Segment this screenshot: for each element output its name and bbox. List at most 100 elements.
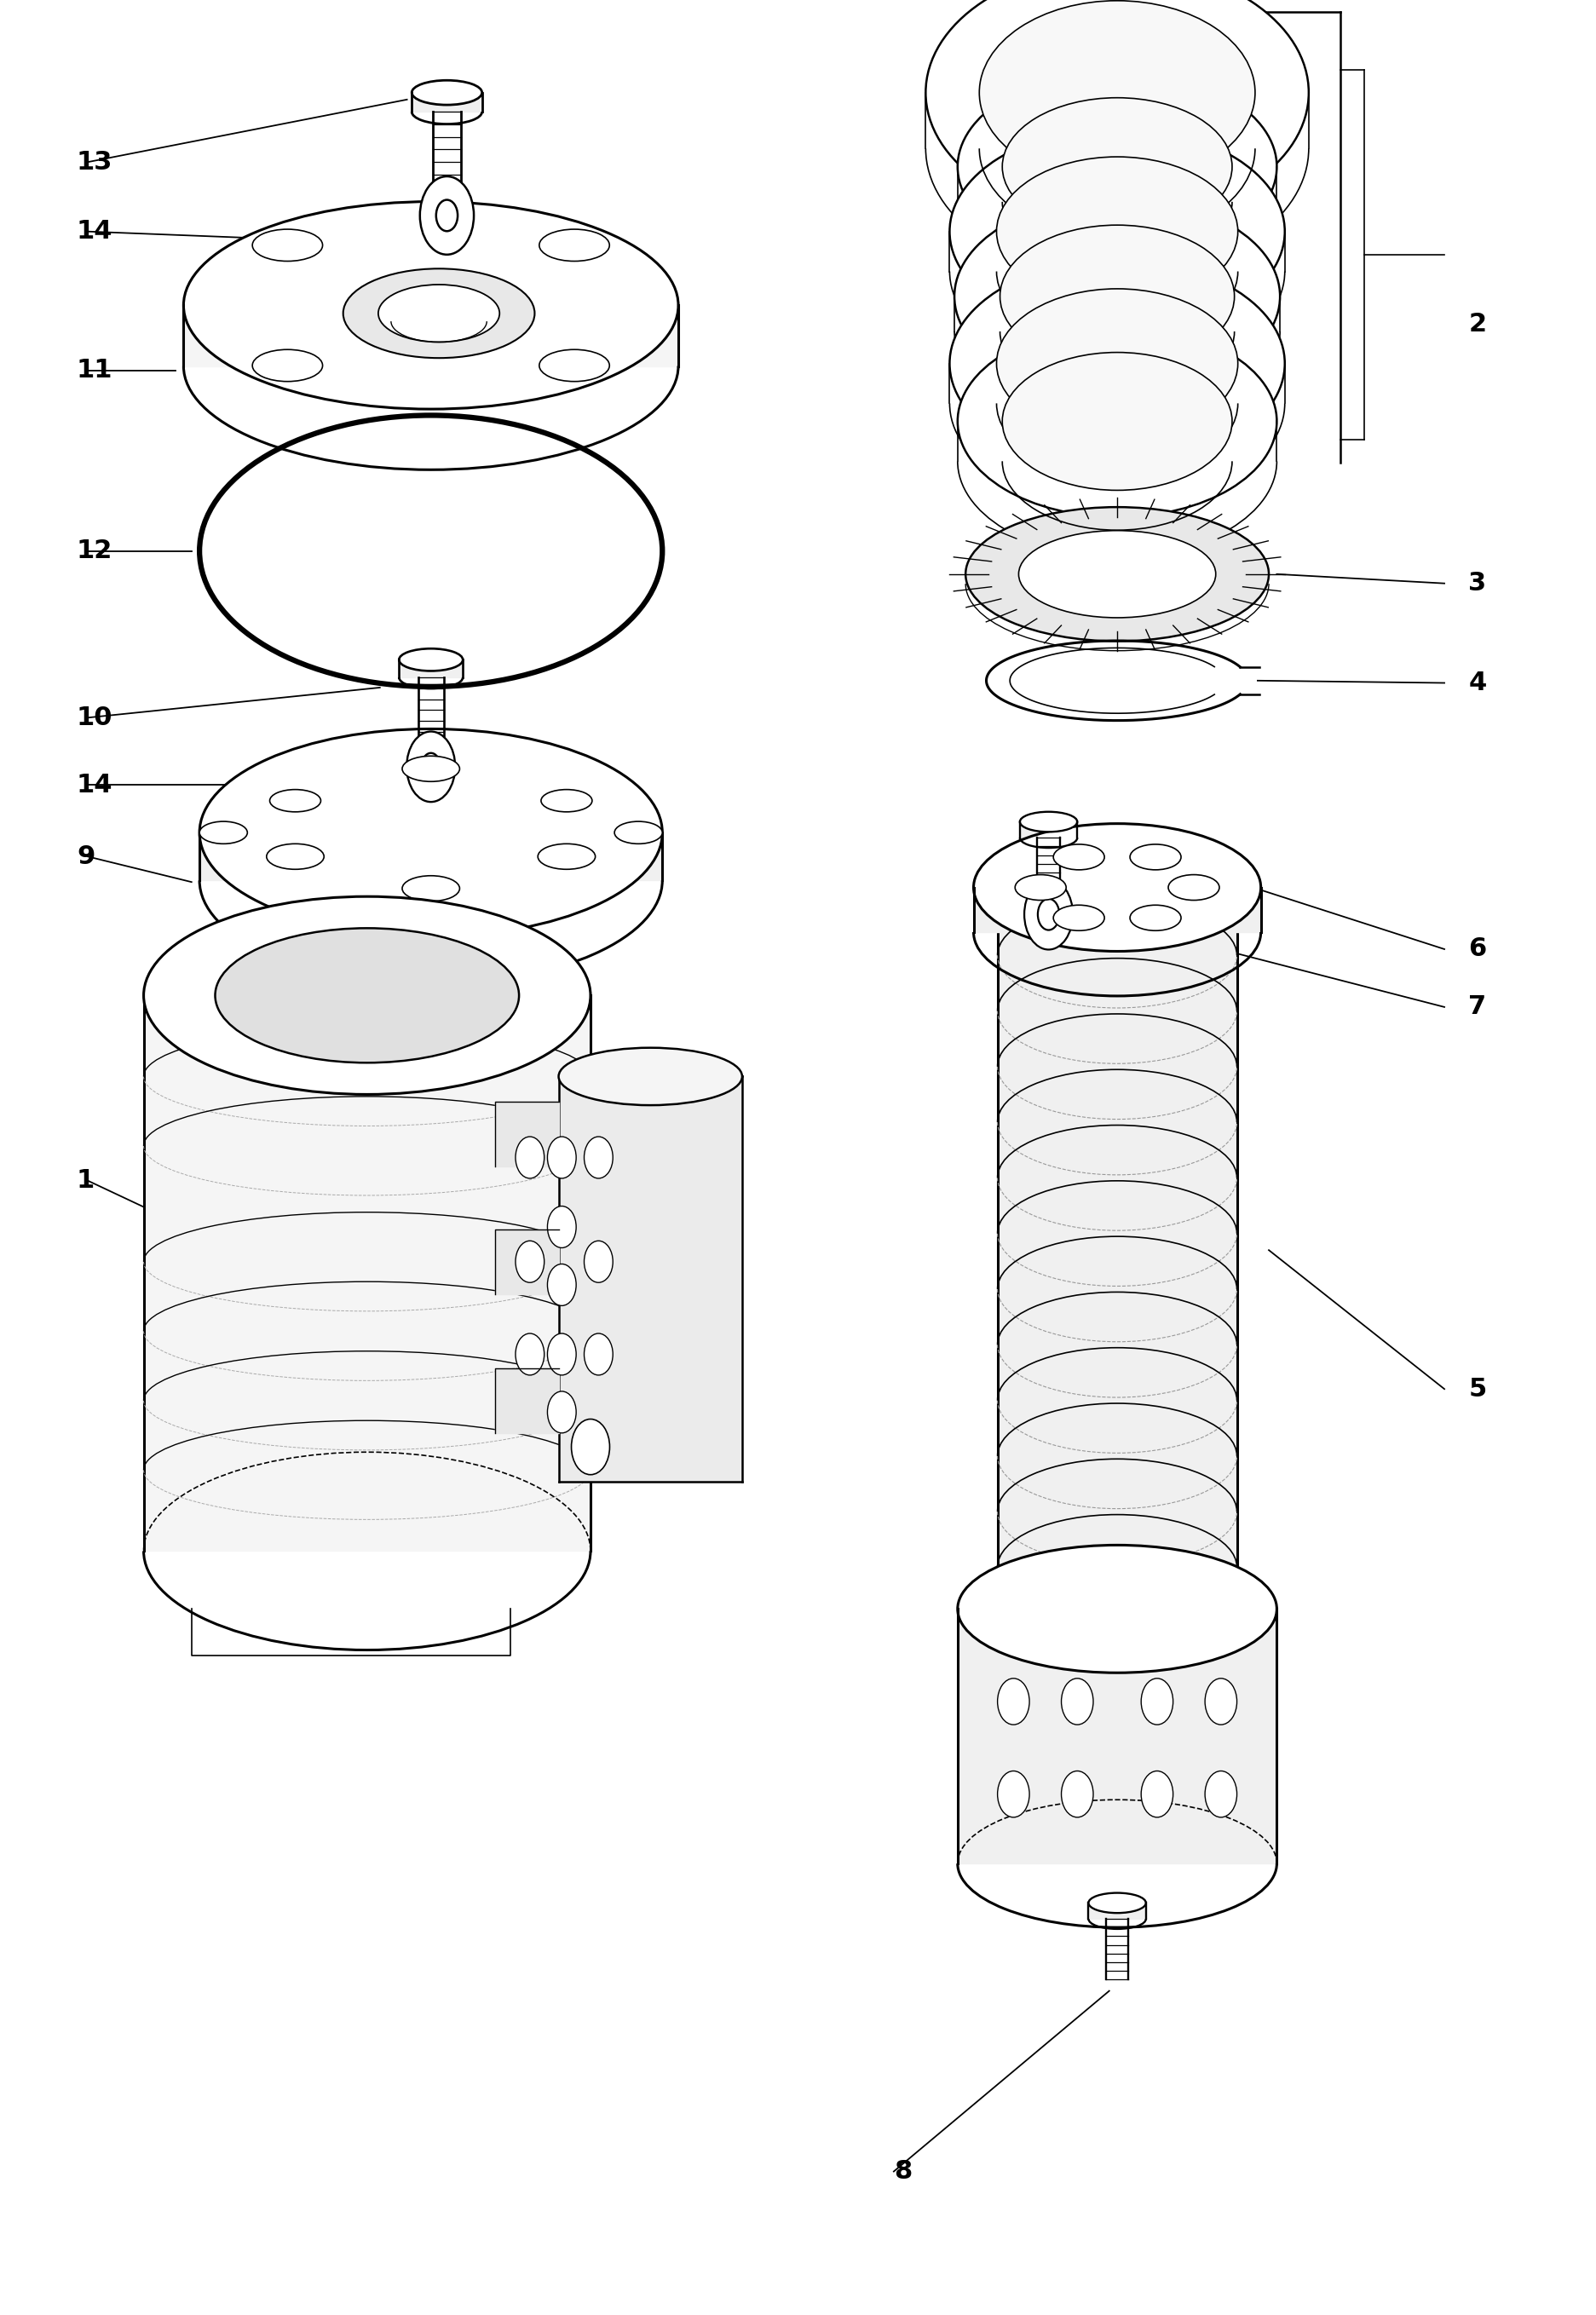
Ellipse shape — [215, 928, 519, 1063]
Text: 13: 13 — [77, 150, 113, 174]
Circle shape — [1061, 1771, 1093, 1817]
Ellipse shape — [1002, 97, 1232, 236]
Circle shape — [1061, 1678, 1093, 1725]
Circle shape — [421, 752, 440, 780]
Circle shape — [998, 1771, 1029, 1817]
Text: 2: 2 — [1468, 313, 1486, 336]
Circle shape — [1025, 880, 1073, 949]
Ellipse shape — [980, 0, 1254, 185]
Ellipse shape — [614, 822, 662, 843]
Circle shape — [547, 1206, 576, 1248]
Polygon shape — [958, 1609, 1277, 1864]
Ellipse shape — [267, 843, 324, 870]
Ellipse shape — [1053, 845, 1104, 870]
Circle shape — [1205, 1771, 1237, 1817]
Ellipse shape — [926, 0, 1309, 220]
Circle shape — [584, 1137, 613, 1178]
Circle shape — [1037, 898, 1060, 931]
Circle shape — [1141, 1678, 1173, 1725]
Ellipse shape — [270, 789, 321, 813]
Polygon shape — [495, 1229, 559, 1294]
Polygon shape — [495, 1102, 559, 1167]
Ellipse shape — [539, 350, 610, 382]
Polygon shape — [1020, 822, 1077, 838]
Circle shape — [420, 176, 474, 255]
Text: 8: 8 — [894, 2160, 911, 2183]
Ellipse shape — [402, 875, 460, 901]
Ellipse shape — [1130, 845, 1181, 870]
Circle shape — [584, 1241, 613, 1283]
Ellipse shape — [1020, 813, 1077, 831]
Polygon shape — [200, 833, 662, 880]
Text: 4: 4 — [1468, 671, 1486, 694]
Polygon shape — [184, 306, 678, 366]
Polygon shape — [1088, 1903, 1146, 1919]
Ellipse shape — [996, 157, 1238, 306]
Circle shape — [547, 1391, 576, 1433]
Ellipse shape — [539, 229, 610, 262]
Ellipse shape — [559, 1049, 742, 1104]
Polygon shape — [495, 1368, 559, 1433]
Circle shape — [571, 1419, 610, 1475]
Circle shape — [436, 199, 458, 232]
Ellipse shape — [541, 789, 592, 813]
Text: 6: 6 — [1468, 938, 1486, 961]
Ellipse shape — [958, 72, 1277, 262]
Ellipse shape — [184, 201, 678, 410]
Polygon shape — [974, 887, 1261, 933]
Circle shape — [547, 1333, 576, 1375]
Text: 7: 7 — [1468, 995, 1486, 1019]
Polygon shape — [998, 933, 1237, 1609]
Text: 14: 14 — [77, 220, 113, 243]
Ellipse shape — [1002, 352, 1232, 491]
Polygon shape — [559, 1076, 742, 1482]
Ellipse shape — [950, 127, 1285, 336]
Text: 11: 11 — [77, 359, 113, 382]
Ellipse shape — [1168, 875, 1219, 901]
Ellipse shape — [954, 197, 1280, 396]
Ellipse shape — [538, 843, 595, 870]
Ellipse shape — [378, 285, 500, 343]
Text: 12: 12 — [77, 539, 113, 563]
Ellipse shape — [996, 289, 1238, 438]
Ellipse shape — [1053, 905, 1104, 931]
Ellipse shape — [200, 822, 247, 843]
Text: 3: 3 — [1468, 572, 1486, 595]
Ellipse shape — [412, 81, 482, 104]
Ellipse shape — [144, 896, 591, 1095]
Polygon shape — [144, 995, 591, 1551]
Circle shape — [547, 1137, 576, 1178]
Circle shape — [584, 1333, 613, 1375]
Ellipse shape — [1015, 875, 1066, 901]
Ellipse shape — [950, 259, 1285, 468]
Ellipse shape — [252, 229, 322, 262]
Circle shape — [1141, 1771, 1173, 1817]
Ellipse shape — [1001, 225, 1234, 368]
Ellipse shape — [1130, 905, 1181, 931]
Circle shape — [407, 732, 455, 801]
Text: 10: 10 — [77, 706, 113, 729]
Text: 14: 14 — [77, 773, 113, 796]
Ellipse shape — [200, 729, 662, 935]
Ellipse shape — [402, 757, 460, 782]
Circle shape — [516, 1241, 544, 1283]
Circle shape — [516, 1137, 544, 1178]
Ellipse shape — [399, 648, 463, 671]
Polygon shape — [399, 660, 463, 678]
Circle shape — [547, 1264, 576, 1306]
Circle shape — [998, 1678, 1029, 1725]
Ellipse shape — [252, 350, 322, 382]
Ellipse shape — [1018, 530, 1216, 618]
Text: 5: 5 — [1468, 1377, 1486, 1401]
Circle shape — [1205, 1678, 1237, 1725]
Text: 1: 1 — [77, 1169, 94, 1192]
Ellipse shape — [343, 269, 535, 359]
Ellipse shape — [966, 507, 1269, 641]
Ellipse shape — [974, 824, 1261, 951]
Circle shape — [516, 1333, 544, 1375]
Ellipse shape — [958, 326, 1277, 516]
Ellipse shape — [1088, 1894, 1146, 1912]
Polygon shape — [412, 93, 482, 111]
Text: 9: 9 — [77, 845, 94, 868]
Ellipse shape — [958, 1544, 1277, 1674]
